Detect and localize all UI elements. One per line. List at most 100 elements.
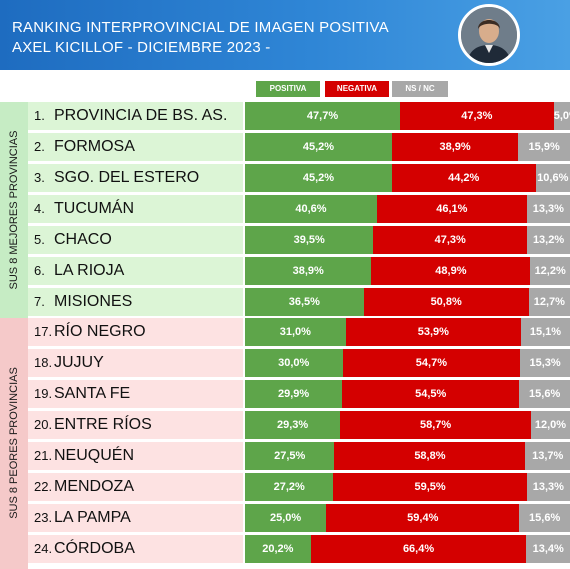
row-label-band: 1. PROVINCIA DE BS. AS. [28,102,243,130]
data-label: 53,9% [417,326,449,338]
bar-nsnc [520,349,570,377]
province-name: FORMOSA [54,138,135,155]
province-name: LA PAMPA [54,509,131,526]
data-label: 13,2% [532,234,565,246]
bar-nsnc [519,504,570,532]
data-label: 20,2% [262,543,294,555]
rank-number: 6. [34,263,45,278]
bar-positiva [245,504,327,532]
bar-negativa [373,226,528,254]
bar-negativa [391,133,519,161]
data-label: 58,8% [414,450,446,462]
data-label: 47,3% [434,234,466,246]
bar-negativa [391,164,536,192]
rank-number: 5. [34,232,45,247]
data-label: 27,5% [274,450,306,462]
bar-nsnc [526,473,570,501]
bar-negativa [334,442,526,470]
group-band-top: SUS 8 MEJORES PROVINCIAS [0,102,28,318]
legend-swatch [325,81,389,97]
row-label-band: 20. ENTRE RÍOS [28,411,243,439]
bar-positiva [245,133,392,161]
legend-label: NEGATIVA [336,84,378,93]
row-label-band: 19. SANTA FE [28,380,243,408]
province-name: JUJUY [54,354,104,371]
data-label: 15,6% [529,512,561,524]
row-label-band: 17. RÍO NEGRO [28,318,243,346]
data-label: 48,9% [435,265,467,277]
table-row: 19. SANTA FE 29,9% 54,5% 15,6% [28,380,570,408]
legend-label: POSITIVA [269,84,307,93]
data-label: 38,9% [439,141,471,153]
data-label: 45,2% [302,172,335,184]
data-label: 54,7% [415,357,447,369]
data-label: 29,3% [277,419,309,431]
data-label: 25,0% [270,512,302,524]
table-row: 2. FORMOSA 45,2% 38,9% 15,9% [28,133,570,161]
data-label: 30,0% [278,357,310,369]
data-label: 54,5% [415,388,447,400]
bar-nsnc [531,411,570,439]
table-row: 6. LA RIOJA 38,9% 48,9% 12,2% [28,257,570,285]
data-label: 12,0% [534,419,567,431]
data-label: 12,2% [534,265,566,277]
group-label-top: SUS 8 MEJORES PROVINCIAS [8,130,20,290]
bar-nsnc [520,318,570,346]
data-label: 12,7% [533,296,565,308]
data-label: 13,7% [532,450,564,462]
province-name: PROVINCIA DE BS. AS. [54,107,228,124]
legend-swatch [392,81,448,97]
data-label: 13,3% [532,481,564,493]
group-label-bottom: SUS 8 PEORES PROVINCIAS [8,367,20,519]
bar-negativa [400,102,554,130]
data-label: 45,2% [302,141,335,153]
row-label-band: 18. JUJUY [28,349,243,377]
data-label: 15,9% [528,141,560,153]
legend-swatch [256,81,320,97]
data-label: 13,3% [532,203,564,215]
rank-number: 22. [34,479,53,494]
bar-nsnc [525,442,570,470]
row-label-band: 5. CHACO [28,226,243,254]
data-label: 38,9% [292,265,324,277]
rank-number: 19. [34,386,53,401]
chart-title: RANKING INTERPROVINCIAL DE IMAGEN POSITI… [12,19,389,36]
bar-negativa [326,504,520,532]
data-label: 36,5% [288,296,320,308]
province-name: ENTRE RÍOS [54,416,152,433]
table-row: 20. ENTRE RÍOS 29,3% 58,7% 12,0% [28,411,570,439]
table-row: 1. PROVINCIA DE BS. AS. 47,7% 47,3% 5,0% [28,102,570,130]
header-banner: RANKING INTERPROVINCIAL DE IMAGEN POSITI… [0,0,570,70]
bar-nsnc [526,195,570,223]
data-label: 47,7% [306,110,339,122]
bar-nsnc [528,288,570,316]
bar-positiva [245,349,343,377]
row-label-band: 23. LA PAMPA [28,504,243,532]
row-label-band: 24. CÓRDOBA [28,535,243,563]
table-row: 22. MENDOZA 27,2% 59,5% 13,3% [28,473,570,501]
data-label: 47,3% [461,110,493,122]
province-name: SANTA FE [54,385,131,402]
province-name: MENDOZA [54,478,134,495]
data-label: 46,1% [436,203,468,215]
province-name: MISIONES [54,293,133,310]
group-band-bottom: SUS 8 PEORES PROVINCIAS [0,318,28,569]
bar-nsnc [526,535,570,563]
data-label: 50,8% [430,296,462,308]
bar-positiva [245,535,311,563]
politician-photo [458,4,520,66]
row-label-band: 3. SGO. DEL ESTERO [28,164,243,192]
rank-number: 4. [34,201,45,216]
data-label: 40,6% [295,203,327,215]
legend-item: POSITIVA [256,81,320,97]
data-label: 15,1% [529,326,562,338]
bar-positiva [245,164,392,192]
province-name: CHACO [54,231,112,248]
bar-positiva [245,380,343,408]
rank-number: 2. [34,139,45,154]
bar-positiva [245,442,335,470]
row-label-band: 4. TUCUMÁN [28,195,243,223]
legend-item: NS / NC [392,81,448,97]
row-label-band: 6. LA RIOJA [28,257,243,285]
bar-negativa [340,411,531,439]
